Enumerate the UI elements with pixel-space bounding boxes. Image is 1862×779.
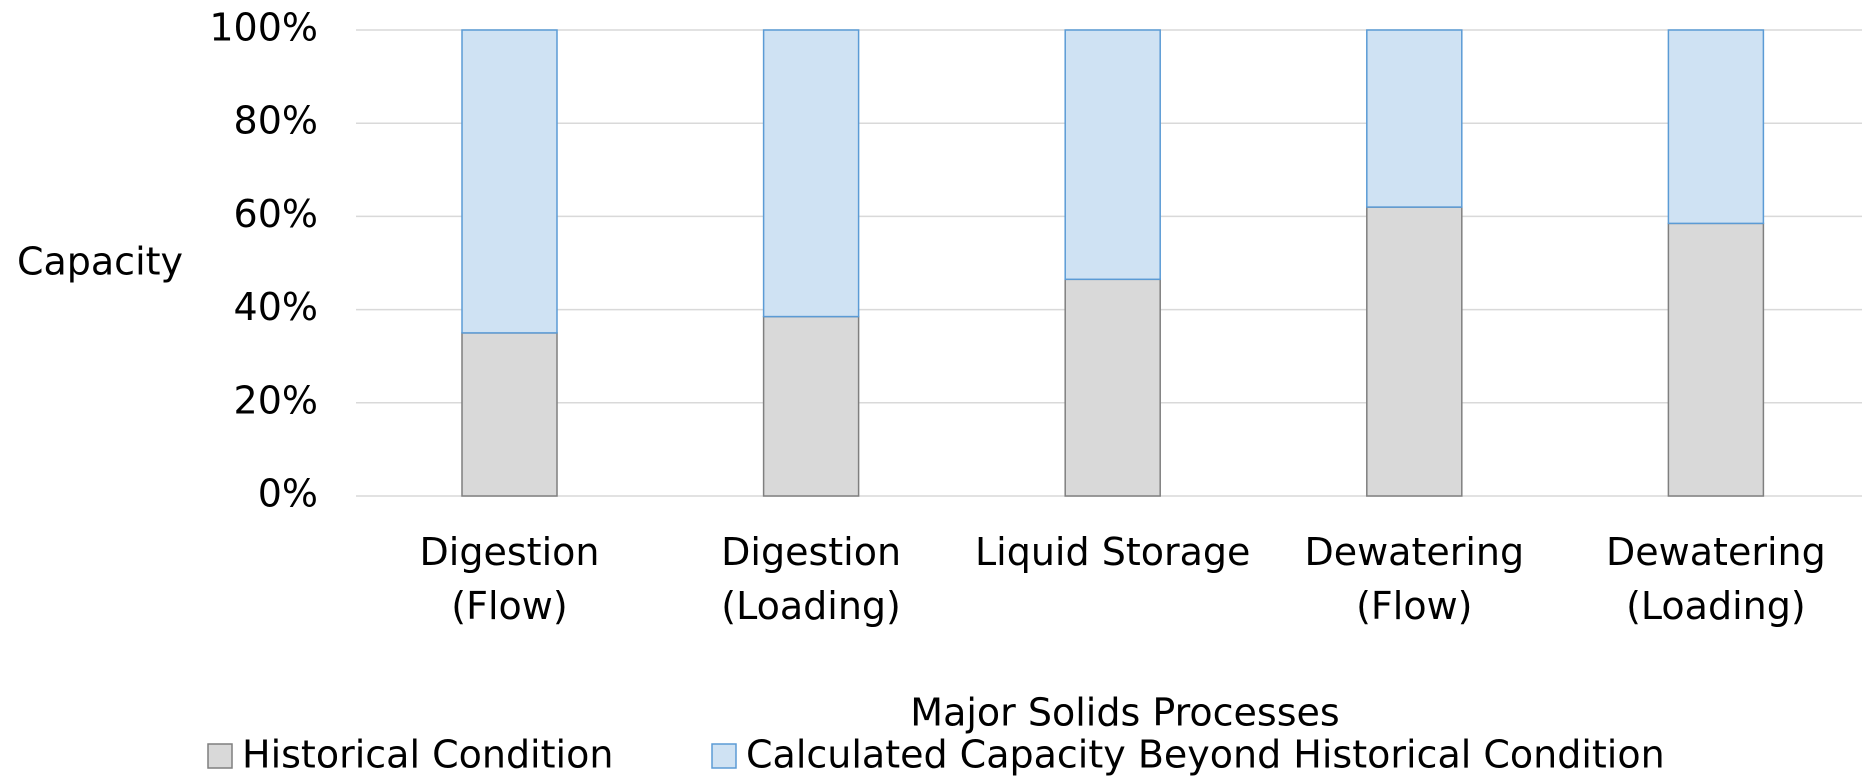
x-tick-label: Liquid Storage <box>975 530 1251 574</box>
legend-swatch <box>711 743 737 769</box>
bar-segment <box>1667 29 1765 225</box>
x-tick-label: Dewatering (Flow) <box>1304 530 1525 628</box>
y-tick-label: 100% <box>209 6 318 50</box>
y-tick-label: 20% <box>234 378 318 422</box>
x-tick-label: Dewatering (Loading) <box>1606 530 1826 628</box>
bar-segment <box>1064 278 1161 497</box>
x-axis-title: Major Solids Processes <box>910 691 1339 735</box>
legend-label: Historical Condition <box>242 733 613 777</box>
bar-segment <box>1366 206 1463 497</box>
bar-segment <box>762 29 860 318</box>
y-axis-title: Capacity <box>17 240 183 284</box>
bar-segment <box>762 315 860 497</box>
bar-segment <box>1064 29 1161 281</box>
bar-segment <box>461 332 558 497</box>
legend-label: Calculated Capacity Beyond Historical Co… <box>746 733 1665 777</box>
x-tick-label: Digestion (Flow) <box>419 530 600 628</box>
x-tick-label: Digestion (Loading) <box>721 530 902 628</box>
bar-segment <box>461 29 558 334</box>
y-tick-label: 60% <box>234 192 318 236</box>
bar-segment <box>1667 222 1765 497</box>
y-tick-label: 80% <box>234 99 318 143</box>
y-tick-label: 0% <box>258 472 318 516</box>
y-tick-label: 40% <box>234 285 318 329</box>
legend-swatch <box>207 743 233 769</box>
bar-segment <box>1366 29 1463 208</box>
